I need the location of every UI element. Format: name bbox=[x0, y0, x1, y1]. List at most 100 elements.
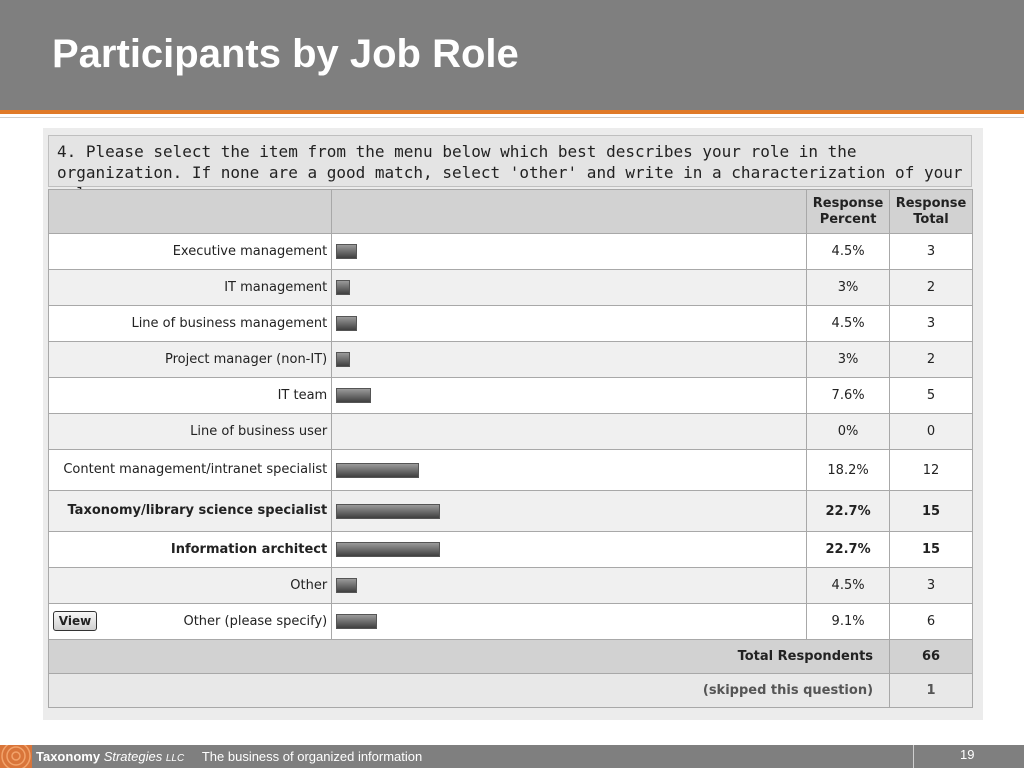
response-option-label: Project manager (non-IT) bbox=[47, 341, 333, 378]
skipped-value: 1 bbox=[889, 673, 973, 708]
table-row: Line of business user 0% 0 bbox=[47, 413, 973, 450]
response-percent: 4.5% bbox=[806, 305, 891, 342]
page-number: 19 bbox=[960, 747, 975, 762]
response-total: 3 bbox=[889, 305, 973, 342]
response-bar-cell bbox=[331, 449, 808, 491]
response-bar-cell bbox=[331, 233, 808, 270]
response-percent: 22.7% bbox=[806, 490, 891, 532]
response-bar bbox=[336, 462, 420, 478]
response-bar-cell bbox=[331, 377, 808, 414]
response-option-label: IT management bbox=[47, 269, 333, 306]
table-row: IT management 3% 2 bbox=[47, 269, 973, 306]
table-row: Line of business management 4.5% 3 bbox=[47, 305, 973, 342]
header-bar-cell bbox=[331, 189, 808, 234]
response-percent: 18.2% bbox=[806, 449, 891, 491]
response-percent: 9.1% bbox=[806, 603, 891, 640]
response-bar bbox=[336, 244, 358, 259]
footer-brand-bold: Taxonomy bbox=[36, 749, 101, 764]
table-row: Content management/intranet specialist 18… bbox=[47, 449, 973, 491]
table-row: Information architect 22.7% 15 bbox=[47, 531, 973, 568]
response-option-label: Line of business management bbox=[47, 305, 333, 342]
table-row: IT team 7.6% 5 bbox=[47, 377, 973, 414]
response-bar-cell bbox=[331, 269, 808, 306]
response-bar bbox=[336, 503, 441, 519]
response-total: 2 bbox=[889, 341, 973, 378]
response-bar bbox=[336, 280, 351, 295]
response-option-label: IT team bbox=[47, 377, 333, 414]
response-bar bbox=[336, 352, 351, 367]
response-total: 15 bbox=[889, 531, 973, 568]
footer-divider bbox=[913, 745, 914, 768]
response-bar bbox=[336, 542, 441, 557]
response-percent: 22.7% bbox=[806, 531, 891, 568]
response-percent: 3% bbox=[806, 269, 891, 306]
option-text: Project manager (non-IT) bbox=[165, 351, 328, 367]
skipped-label: (skipped this question) bbox=[47, 673, 891, 708]
footer: Taxonomy Strategies LLC The business of … bbox=[0, 745, 1024, 768]
response-bar-cell bbox=[331, 490, 808, 532]
total-respondents-label: Total Respondents bbox=[47, 639, 891, 674]
response-bar-cell bbox=[331, 603, 808, 640]
view-button[interactable]: View bbox=[53, 611, 97, 631]
option-text: Content management/intranet specialist bbox=[63, 462, 328, 477]
footer-brand-italic: Strategies bbox=[103, 749, 163, 764]
table-row: Taxonomy/library science specialist 22.7%… bbox=[47, 490, 973, 532]
response-total: 3 bbox=[889, 233, 973, 270]
total-respondents-row: Total Respondents 66 bbox=[47, 639, 973, 674]
option-text: Information architect bbox=[170, 541, 328, 557]
title-accent-line bbox=[0, 110, 1024, 114]
option-text: Executive management bbox=[172, 243, 328, 259]
total-respondents-value: 66 bbox=[889, 639, 973, 674]
response-bar bbox=[336, 614, 378, 629]
table-row: Project manager (non-IT) 3% 2 bbox=[47, 341, 973, 378]
response-option-label: Information architect bbox=[47, 531, 333, 568]
table-row: View Other (please specify) 9.1% 6 bbox=[47, 603, 973, 640]
response-bar-cell bbox=[331, 305, 808, 342]
header-response-total: Response Total bbox=[889, 189, 973, 234]
header-response-percent: Response Percent bbox=[806, 189, 891, 234]
response-bar bbox=[336, 578, 358, 593]
response-total: 3 bbox=[889, 567, 973, 604]
option-text: Line of business management bbox=[131, 315, 328, 331]
response-total: 5 bbox=[889, 377, 973, 414]
response-percent: 4.5% bbox=[806, 567, 891, 604]
option-text: Line of business user bbox=[190, 423, 328, 439]
response-bar-cell bbox=[331, 531, 808, 568]
response-percent: 0% bbox=[806, 413, 891, 450]
option-text: IT management bbox=[224, 279, 328, 295]
survey-question: 4. Please select the item from the menu … bbox=[48, 135, 972, 203]
response-percent: 4.5% bbox=[806, 233, 891, 270]
company-logo-icon bbox=[0, 745, 32, 768]
title-bar: Participants by Job Role bbox=[0, 0, 1024, 110]
table-header-row: Response Percent Response Total bbox=[47, 189, 973, 234]
response-total: 0 bbox=[889, 413, 973, 450]
response-bar-cell bbox=[331, 413, 808, 450]
results-body: Executive management 4.5% 3 IT management 3%… bbox=[47, 233, 973, 640]
response-bar-cell bbox=[331, 341, 808, 378]
option-text: IT team bbox=[277, 387, 328, 403]
skipped-row: (skipped this question) 1 bbox=[47, 673, 973, 708]
response-bar-cell bbox=[331, 567, 808, 604]
results-table: Response Percent Response Total Executiv… bbox=[47, 189, 973, 708]
response-bar bbox=[336, 316, 358, 331]
response-option-label: View Other (please specify) bbox=[47, 603, 333, 640]
response-total: 12 bbox=[889, 449, 973, 491]
response-option-label: Taxonomy/library science specialist bbox=[47, 490, 333, 532]
table-row: Other 4.5% 3 bbox=[47, 567, 973, 604]
slide-title: Participants by Job Role bbox=[52, 32, 519, 76]
response-total: 15 bbox=[889, 490, 973, 532]
response-percent: 7.6% bbox=[806, 377, 891, 414]
footer-brand-suffix: LLC bbox=[165, 753, 185, 764]
title-divider bbox=[0, 117, 1024, 118]
response-total: 2 bbox=[889, 269, 973, 306]
response-bar bbox=[336, 388, 372, 403]
option-text: Other bbox=[290, 577, 328, 593]
footer-tagline: The business of organized information bbox=[201, 749, 423, 764]
response-option-label: Content management/intranet specialist bbox=[47, 449, 333, 491]
footer-text: Taxonomy Strategies LLC The business of … bbox=[36, 749, 422, 764]
response-option-label: Line of business user bbox=[47, 413, 333, 450]
response-percent: 3% bbox=[806, 341, 891, 378]
response-option-label: Executive management bbox=[47, 233, 333, 270]
header-label-cell bbox=[47, 189, 333, 234]
option-text: Other (please specify) bbox=[183, 613, 328, 629]
